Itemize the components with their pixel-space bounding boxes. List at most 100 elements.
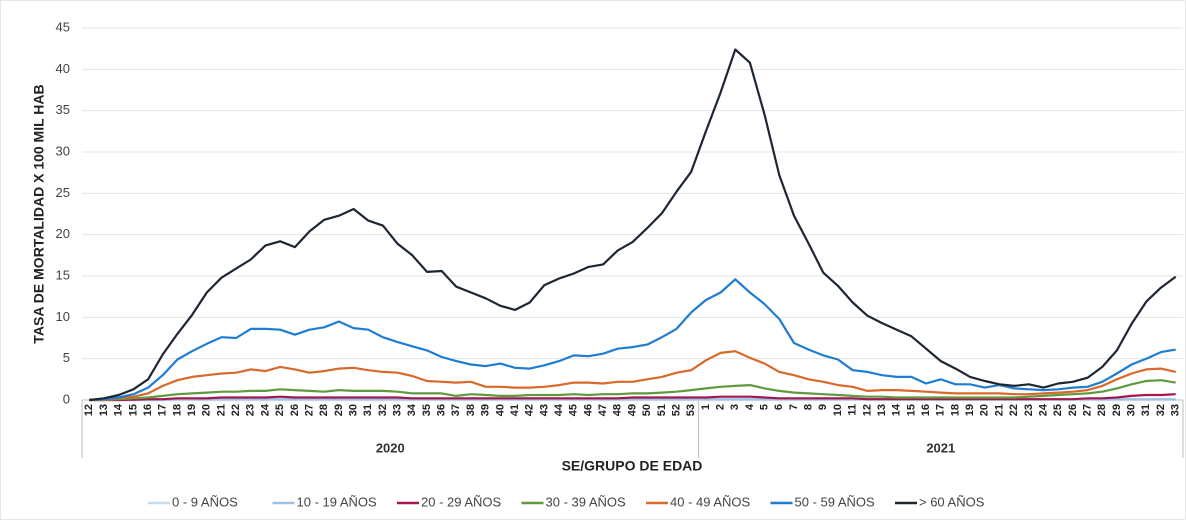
x-tick-label: 44 bbox=[553, 403, 565, 416]
legend-label: 30 - 39 AÑOS bbox=[546, 494, 627, 509]
x-group-label: 2020 bbox=[376, 440, 405, 455]
x-tick-label: 19 bbox=[186, 404, 198, 416]
x-tick-label: 23 bbox=[1023, 404, 1035, 416]
x-tick-label: 47 bbox=[597, 404, 609, 416]
x-tick-label: 36 bbox=[436, 404, 448, 416]
y-axis-title: TASA DE MORTALIDAD X 100 MIL HAB bbox=[31, 84, 47, 343]
x-tick-label: 1 bbox=[700, 404, 712, 410]
x-tick-label: 34 bbox=[406, 403, 418, 416]
x-tick-label: 20 bbox=[979, 404, 991, 416]
x-tick-label: 30 bbox=[347, 404, 359, 416]
x-tick-label: 7 bbox=[788, 404, 800, 410]
x-tick-label: 12 bbox=[83, 404, 95, 416]
x-tick-label: 14 bbox=[113, 403, 125, 416]
x-tick-label: 26 bbox=[289, 404, 301, 416]
x-tick-label: 16 bbox=[920, 404, 932, 416]
legend-label: 40 - 49 AÑOS bbox=[670, 494, 751, 509]
x-tick-label: 6 bbox=[773, 404, 785, 410]
y-tick-label: 0 bbox=[63, 391, 70, 406]
x-tick-label: 38 bbox=[465, 404, 477, 416]
x-tick-label: 25 bbox=[274, 404, 286, 416]
y-tick-label: 10 bbox=[56, 309, 70, 324]
x-tick-label: 32 bbox=[1155, 404, 1167, 416]
x-tick-label: 17 bbox=[157, 404, 169, 416]
y-tick-label: 35 bbox=[56, 102, 70, 117]
x-tick-label: 39 bbox=[480, 404, 492, 416]
x-tick-label: 41 bbox=[509, 404, 521, 416]
x-tick-label: 11 bbox=[847, 404, 859, 416]
legend-label: > 60 AÑOS bbox=[919, 494, 985, 509]
legend-label: 20 - 29 AÑOS bbox=[421, 494, 502, 509]
x-tick-label: 3 bbox=[729, 404, 741, 410]
series-line bbox=[89, 350, 1176, 402]
x-tick-label: 8 bbox=[803, 404, 815, 410]
series-line bbox=[89, 379, 1176, 402]
x-tick-label: 22 bbox=[1008, 404, 1020, 416]
y-tick-label: 5 bbox=[63, 350, 70, 365]
x-tick-label: 16 bbox=[142, 404, 154, 416]
x-tick-label: 29 bbox=[1111, 404, 1123, 416]
x-tick-label: 32 bbox=[377, 404, 389, 416]
x-tick-label: 24 bbox=[259, 403, 271, 416]
x-tick-label: 51 bbox=[656, 404, 668, 416]
legend-label: 10 - 19 AÑOS bbox=[297, 494, 378, 509]
y-tick-label: 15 bbox=[56, 267, 70, 282]
y-tick-label: 25 bbox=[56, 185, 70, 200]
x-tick-label: 12 bbox=[861, 404, 873, 416]
x-tick-label: 28 bbox=[1096, 404, 1108, 416]
x-tick-label: 2 bbox=[714, 404, 726, 410]
x-tick-label: 27 bbox=[1081, 404, 1093, 416]
x-group-label: 2021 bbox=[926, 440, 955, 455]
x-tick-label: 53 bbox=[685, 404, 697, 416]
series-line bbox=[89, 393, 1176, 402]
x-tick-label: 25 bbox=[1052, 404, 1064, 416]
x-tick-label: 42 bbox=[524, 404, 536, 416]
x-tick-label: 49 bbox=[626, 404, 638, 416]
series-line bbox=[89, 48, 1177, 402]
x-tick-label: 5 bbox=[759, 404, 771, 410]
x-tick-label: 52 bbox=[670, 404, 682, 416]
y-tick-label: 30 bbox=[56, 143, 70, 158]
x-tick-label: 18 bbox=[171, 404, 183, 416]
x-tick-label: 48 bbox=[612, 404, 624, 416]
x-tick-label: 40 bbox=[494, 404, 506, 416]
x-tick-label: 24 bbox=[1037, 403, 1049, 416]
x-tick-label: 13 bbox=[98, 404, 110, 416]
x-tick-label: 23 bbox=[245, 404, 257, 416]
x-tick-label: 27 bbox=[303, 404, 315, 416]
x-tick-label: 19 bbox=[964, 404, 976, 416]
x-tick-label: 31 bbox=[1140, 404, 1152, 416]
x-tick-label: 29 bbox=[333, 404, 345, 416]
x-tick-label: 26 bbox=[1067, 404, 1079, 416]
x-tick-label: 33 bbox=[392, 404, 404, 416]
y-tick-label: 20 bbox=[56, 226, 70, 241]
x-tick-label: 28 bbox=[318, 404, 330, 416]
x-tick-label: 33 bbox=[1170, 404, 1182, 416]
y-tick-label: 45 bbox=[56, 19, 70, 34]
legend-label: 0 - 9 AÑOS bbox=[172, 494, 238, 509]
x-tick-label: 14 bbox=[891, 403, 903, 416]
series-line bbox=[89, 278, 1176, 402]
x-tick-label: 4 bbox=[744, 403, 756, 410]
x-tick-label: 20 bbox=[201, 404, 213, 416]
x-tick-label: 18 bbox=[949, 404, 961, 416]
legend-label: 50 - 59 AÑOS bbox=[795, 494, 876, 509]
x-tick-label: 30 bbox=[1126, 404, 1138, 416]
x-tick-label: 31 bbox=[362, 404, 374, 416]
x-tick-label: 15 bbox=[127, 404, 139, 416]
x-tick-label: 21 bbox=[993, 404, 1005, 416]
x-tick-label: 50 bbox=[641, 404, 653, 416]
x-tick-label: 35 bbox=[421, 404, 433, 416]
x-tick-label: 9 bbox=[817, 404, 829, 410]
x-tick-label: 37 bbox=[450, 404, 462, 416]
x-tick-label: 21 bbox=[215, 404, 227, 416]
y-tick-label: 40 bbox=[56, 61, 70, 76]
x-tick-label: 15 bbox=[905, 404, 917, 416]
x-tick-label: 10 bbox=[832, 404, 844, 416]
x-tick-label: 46 bbox=[582, 404, 594, 416]
x-tick-label: 43 bbox=[538, 404, 550, 416]
x-tick-label: 22 bbox=[230, 404, 242, 416]
x-tick-label: 17 bbox=[935, 404, 947, 416]
